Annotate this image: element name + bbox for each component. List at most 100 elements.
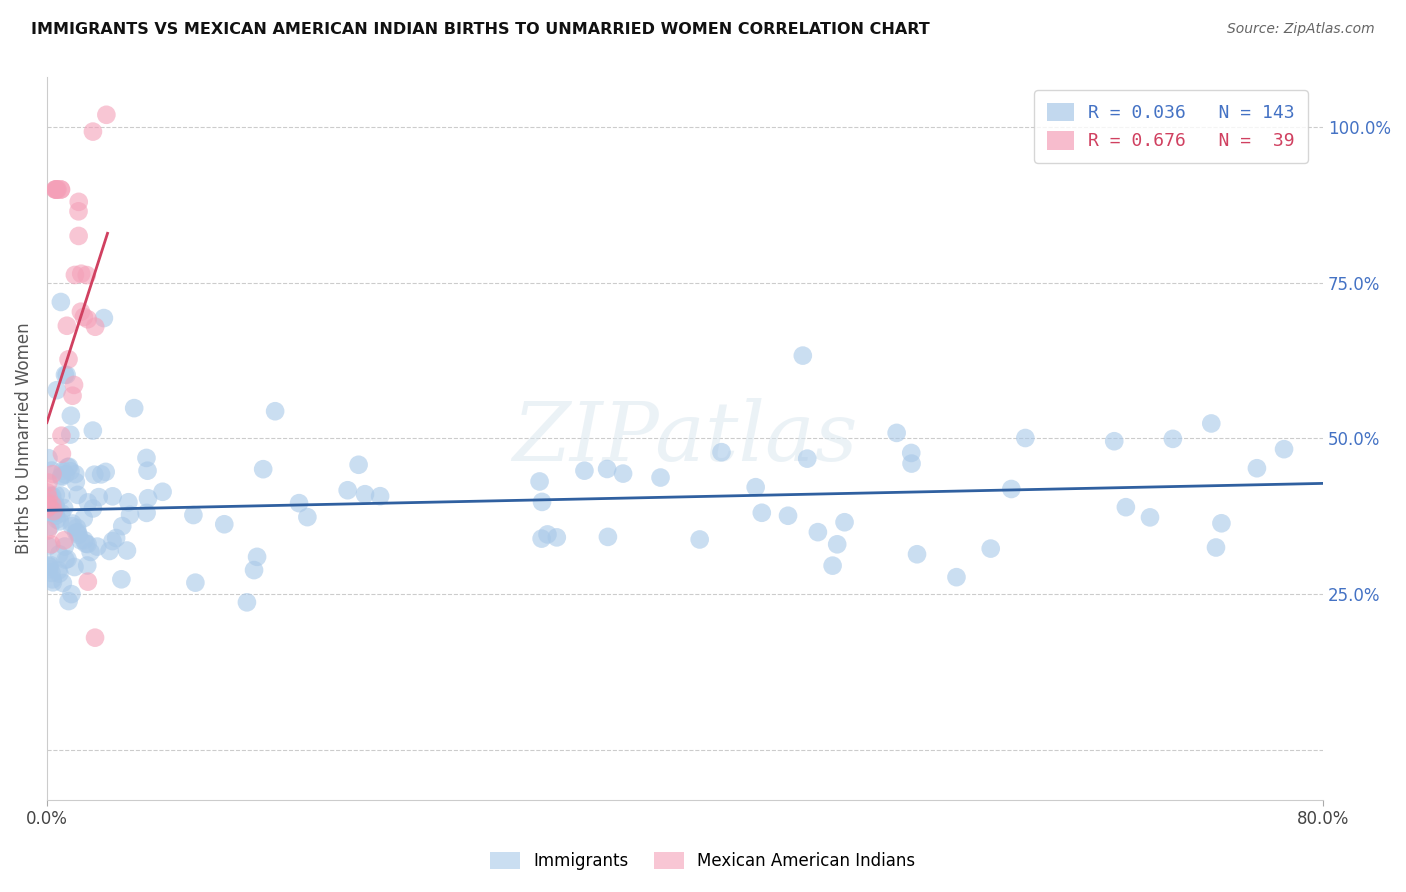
Point [53, 533, 76, 548]
Point [39, 558, 62, 572]
Point [37, 490, 59, 504]
Text: ZIPatlas: ZIPatlas [512, 399, 858, 478]
Point [1115, 500, 1137, 515]
Point [87, 490, 110, 504]
Point [48, 514, 70, 528]
Point [66, 488, 89, 502]
Point [136, 491, 159, 506]
Point [70, 304, 93, 318]
Point [37, 495, 59, 509]
Point [76, 537, 98, 551]
Point [55, 553, 77, 567]
Point [75, 537, 97, 551]
Point [63, 268, 86, 282]
Point [62, 516, 84, 531]
Point [596, 462, 619, 476]
Point [41, 489, 63, 503]
Point [39, 501, 62, 516]
Point [45, 182, 67, 196]
Point [44, 506, 66, 520]
Point [1211, 516, 1233, 531]
Point [118, 508, 141, 522]
Point [41, 467, 63, 482]
Point [41, 573, 63, 587]
Point [288, 496, 311, 510]
Point [236, 595, 259, 609]
Point [67, 194, 90, 209]
Point [45, 488, 67, 502]
Point [744, 480, 766, 494]
Point [55, 467, 77, 482]
Point [46, 182, 69, 196]
Point [79, 545, 101, 559]
Point [37, 524, 59, 538]
Point [41, 464, 63, 478]
Point [264, 404, 287, 418]
Point [37, 539, 59, 553]
Point [246, 549, 269, 564]
Point [117, 495, 139, 509]
Point [73, 533, 96, 548]
Point [49, 182, 72, 196]
Point [546, 530, 568, 544]
Point [48, 547, 70, 561]
Point [63, 560, 86, 574]
Point [73, 310, 96, 324]
Point [101, 534, 124, 549]
Point [49, 295, 72, 310]
Point [67, 528, 90, 542]
Point [689, 533, 711, 547]
Point [45, 501, 67, 516]
Point [214, 517, 236, 532]
Point [336, 483, 359, 498]
Point [886, 425, 908, 440]
Point [1102, 434, 1125, 449]
Point [67, 229, 90, 244]
Point [530, 532, 553, 546]
Point [65, 475, 87, 489]
Point [905, 547, 928, 561]
Point [347, 458, 370, 472]
Point [56, 552, 79, 566]
Point [59, 427, 82, 442]
Point [83, 467, 105, 482]
Point [900, 446, 922, 460]
Point [73, 511, 96, 525]
Point [612, 467, 634, 481]
Point [529, 475, 551, 489]
Point [51, 428, 73, 442]
Point [49, 470, 72, 484]
Point [76, 574, 98, 589]
Point [59, 464, 82, 478]
Point [52, 576, 75, 591]
Point [751, 506, 773, 520]
Point [38, 559, 60, 574]
Point [56, 318, 79, 333]
Point [37, 451, 59, 466]
Point [105, 531, 128, 545]
Point [76, 268, 98, 282]
Point [136, 464, 159, 478]
Point [53, 368, 76, 382]
Point [37, 505, 59, 519]
Point [76, 312, 98, 326]
Point [122, 401, 145, 416]
Point [93, 311, 115, 326]
Point [98, 544, 121, 558]
Point [252, 462, 274, 476]
Point [46, 182, 69, 196]
Point [35, 501, 58, 516]
Point [44, 500, 66, 515]
Point [45, 498, 67, 512]
Point [58, 594, 80, 608]
Point [58, 459, 80, 474]
Point [48, 566, 70, 581]
Point [710, 445, 733, 459]
Point [59, 409, 82, 423]
Point [41, 490, 63, 504]
Point [82, 125, 104, 139]
Point [76, 558, 98, 573]
Point [82, 424, 104, 438]
Point [1161, 432, 1184, 446]
Point [86, 540, 108, 554]
